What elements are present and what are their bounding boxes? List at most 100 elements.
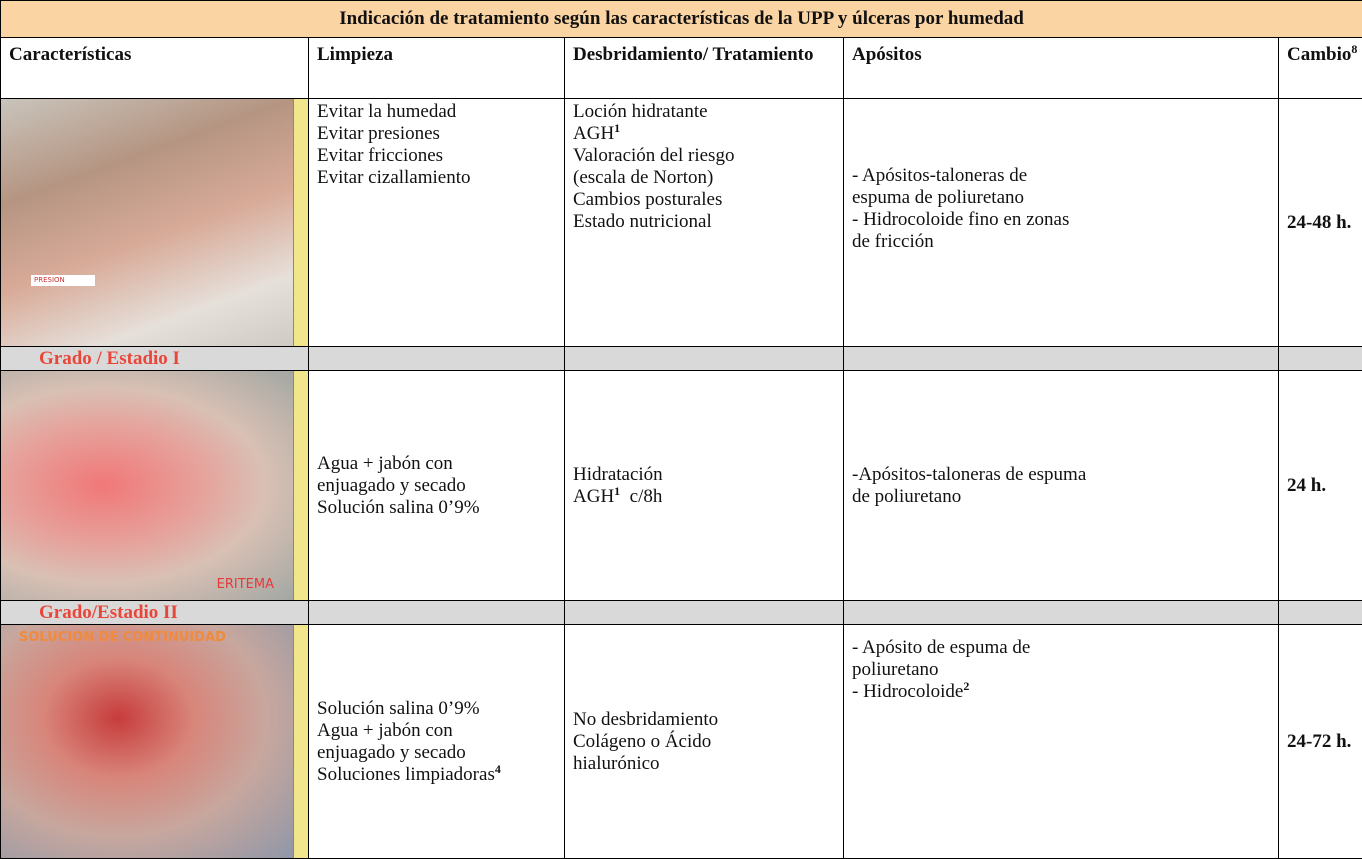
line-text: c/8h <box>629 485 663 507</box>
line-text: Evitar cizallamiento <box>317 167 471 188</box>
line-text: Estado nutricional <box>573 211 712 232</box>
photo-cell: SOLUCION DE CONTINUIDAD <box>0 624 309 859</box>
band-cell <box>564 346 844 371</box>
text-line: No desbridamiento <box>573 709 843 731</box>
band-cell <box>843 600 1279 625</box>
line-text: Colágeno o Ácido <box>573 730 712 752</box>
photo-label: PRESION <box>31 275 95 286</box>
text-line: Soluciones limpiadoras4 <box>317 761 564 786</box>
band-cell <box>308 346 565 371</box>
line-text: espuma de poliuretano <box>852 186 1025 208</box>
superscript: 4 <box>494 761 501 776</box>
line-text: - Hidrocoloide <box>852 681 964 702</box>
text-line: Cambios posturales <box>573 189 843 211</box>
photo-cell: PRESION <box>0 98 309 347</box>
text-line: Valoración del riesgo <box>573 145 843 167</box>
photo-label: ERITEMA <box>216 577 274 592</box>
text-line: Evitar cizallamiento <box>317 167 564 189</box>
band-cell <box>564 600 844 625</box>
line-text: Solución salina 0’9% <box>317 496 480 518</box>
treatment-cell: Hidratación AGH1 c/8h <box>564 370 844 601</box>
line-text: de poliuretano <box>852 485 962 507</box>
text-line: de poliuretano <box>852 486 1278 508</box>
wound-photo: SOLUCION DE CONTINUIDAD <box>1 625 294 858</box>
line-text: (escala de Norton) <box>573 167 714 188</box>
text-line: - Hidrocoloide2 <box>852 680 1278 703</box>
header-text: Cambio <box>1287 44 1352 65</box>
text-line: Solución salina 0’9% <box>317 497 564 519</box>
header-superscript: 8 <box>1351 42 1358 56</box>
line-text: de fricción <box>852 230 934 252</box>
text-line: Colágeno o Ácido <box>573 731 843 753</box>
line-text: Agua + jabón con <box>317 452 453 474</box>
text-line: de fricción <box>852 231 1278 253</box>
wound-photo: PRESION <box>1 99 294 346</box>
cleaning-cell: Solución salina 0’9% Agua + jabón con enju… <box>308 624 565 859</box>
grade-label: Grado/Estadio II <box>0 600 309 625</box>
line-text: Cambios posturales <box>573 189 723 210</box>
table-title: Indicación de tratamiento según las cara… <box>0 0 1362 38</box>
side-strip <box>293 99 308 346</box>
text-line: espuma de poliuretano <box>852 187 1278 209</box>
line-text: AGH <box>573 123 615 144</box>
line-text: -Apósitos-taloneras de espuma <box>852 463 1087 485</box>
band-cell <box>843 346 1279 371</box>
line-text: hialurónico <box>573 752 660 774</box>
line-text: - Hidrocoloide fino en zonas <box>852 208 1070 230</box>
text-line: Loción hidratante <box>573 101 843 123</box>
line-text: Solución salina 0’9% <box>317 697 480 719</box>
change-cell: 24-48 h. <box>1277 98 1362 347</box>
header-text: Desbridamiento/ Tratamiento <box>573 44 814 65</box>
line-text: Soluciones limpiadoras <box>317 763 495 785</box>
superscript: 1 <box>614 483 621 498</box>
cleaning-cell: Agua + jabón con enjuagado y secado Soluci… <box>308 370 565 601</box>
grade-band-row: Grado / Estadio I <box>0 346 1362 371</box>
text-line: enjuagado y secado <box>317 475 564 497</box>
text-line: (escala de Norton) <box>573 167 843 189</box>
text-line: Agua + jabón con <box>317 720 564 742</box>
line-text: Agua + jabón con <box>317 719 453 741</box>
dressing-cell: -Apósitos-taloneras de espuma de poliuret… <box>843 370 1279 601</box>
text-line: - Hidrocoloide fino en zonas <box>852 209 1278 231</box>
text-line: Hidratación <box>573 464 843 486</box>
header-cell: Limpieza <box>308 37 565 99</box>
line-text: enjuagado y secado <box>317 741 466 763</box>
text-line: enjuagado y secado <box>317 742 564 764</box>
header-cell: Desbridamiento/ Tratamiento <box>564 37 844 99</box>
text-line: Solución salina 0’9% <box>317 698 564 720</box>
treatment-cell: No desbridamiento Colágeno o Ácido hialuró… <box>564 624 844 859</box>
cleaning-cell: Evitar la humedad Evitar presiones Evitar … <box>308 98 565 347</box>
line-text: AGH <box>573 485 615 507</box>
text-line: Evitar la humedad <box>317 101 564 123</box>
grade-band-row: Grado/Estadio II <box>0 600 1362 625</box>
side-strip <box>293 625 308 858</box>
text-line: Evitar presiones <box>317 123 564 145</box>
text-line: AGH1 <box>573 121 843 145</box>
header-cell: Características <box>0 37 309 99</box>
header-row: Características Limpieza Desbridamiento/ T… <box>0 37 1362 99</box>
side-strip <box>293 371 308 600</box>
line-text: enjuagado y secado <box>317 474 466 496</box>
line-text: poliuretano <box>852 659 939 680</box>
line-text: Loción hidratante <box>573 101 708 122</box>
header-cell: Apósitos <box>843 37 1279 99</box>
title-row: Indicación de tratamiento según las cara… <box>0 0 1362 38</box>
line-text: - Apósitos-taloneras de <box>852 164 1028 186</box>
text-line: AGH1 c/8h <box>573 483 843 508</box>
change-cell: 24-72 h. <box>1277 624 1362 859</box>
line-text: Evitar fricciones <box>317 145 444 166</box>
change-cell: 24 h. <box>1277 370 1362 601</box>
stage-row: SOLUCION DE CONTINUIDAD Solución salina 0… <box>0 624 1362 859</box>
line-text: Evitar presiones <box>317 123 440 144</box>
header-cell: Cambio8 <box>1277 37 1362 99</box>
wound-photo: ERITEMA <box>1 371 294 600</box>
text-line: Evitar fricciones <box>317 145 564 167</box>
text-line: poliuretano <box>852 659 1278 681</box>
header-text: Características <box>9 44 132 65</box>
text-line: - Apósito de espuma de <box>852 637 1278 659</box>
superscript: 1 <box>614 121 621 135</box>
treatment-cell: Loción hidratante AGH1 Valoración del ries… <box>564 98 844 347</box>
header-text: Limpieza <box>317 44 393 65</box>
